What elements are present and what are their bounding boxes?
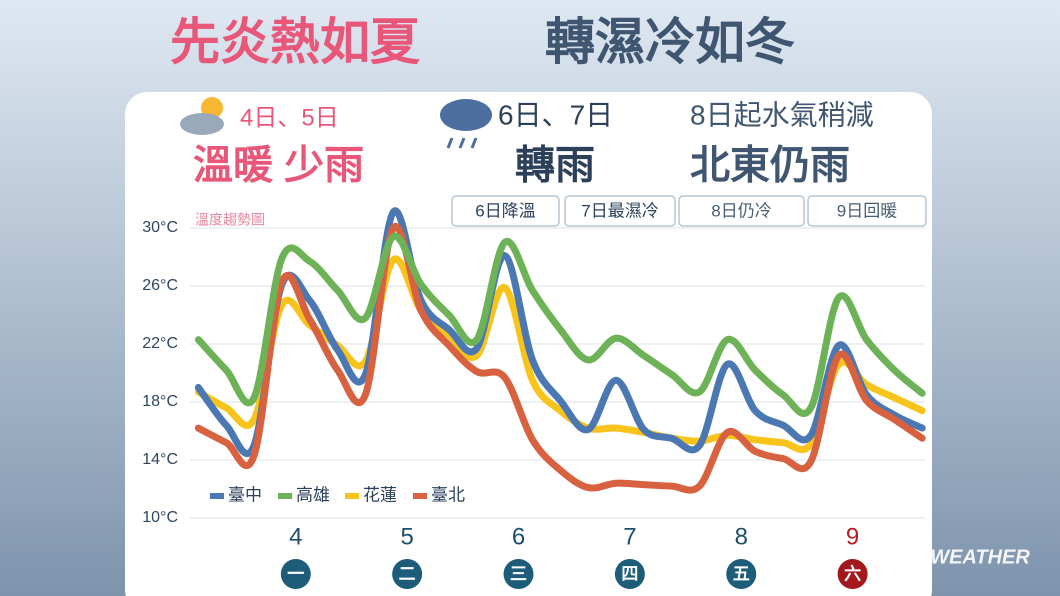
weekday-circle — [726, 559, 757, 589]
rain-icon — [440, 99, 492, 149]
y-tick-label: 30°C — [142, 219, 178, 236]
weekday-label: 四 — [621, 564, 638, 583]
panel-date: 8日起水氣稍減 — [690, 99, 874, 130]
weekday-circle — [614, 559, 645, 589]
weekday-circle — [503, 559, 534, 589]
weekday-label: 一 — [287, 564, 304, 583]
y-tick-label: 26°C — [142, 277, 178, 294]
y-tick-label: 22°C — [142, 335, 178, 352]
weekday-label: 六 — [844, 563, 861, 583]
title-cold: 轉濕冷如冬 — [545, 14, 795, 70]
x-tick-label: 4 — [289, 523, 302, 550]
legend-swatch — [345, 493, 359, 499]
panel-date: 6日、7日 — [498, 99, 613, 130]
series-line — [194, 207, 926, 458]
weekday-circle — [392, 559, 423, 589]
x-tick-label: 6 — [512, 523, 525, 550]
note-box — [451, 195, 560, 227]
note-box — [678, 195, 805, 227]
series-line — [194, 232, 926, 417]
weekday-label: 二 — [399, 564, 416, 583]
sun-cloud-icon — [180, 97, 224, 135]
legend-swatch — [210, 493, 224, 499]
y-tick-label: 10°C — [142, 509, 178, 526]
panel-summary: 轉雨 — [515, 144, 595, 188]
x-tick-label: 7 — [623, 523, 636, 550]
x-tick-label: 9 — [846, 523, 859, 550]
note-text: 6日降溫 — [475, 201, 535, 220]
panel-summary: 北東仍雨 — [690, 144, 850, 188]
legend-label: 臺北 — [431, 485, 465, 504]
y-tick-label: 14°C — [142, 451, 178, 468]
weekday-label: 三 — [510, 564, 527, 583]
title-warm: 先炎熱如夏 — [170, 14, 421, 70]
note-box — [807, 195, 927, 227]
series-line — [194, 222, 926, 494]
note-text: 8日仍冷 — [711, 201, 771, 220]
legend-label: 臺中 — [228, 485, 262, 504]
legend-label: 花蓮 — [363, 485, 397, 504]
panel-date: 4日、5日 — [240, 104, 339, 131]
chart-title: 溫度趨勢圖 — [195, 212, 265, 228]
weekday-circle — [280, 559, 311, 589]
y-tick-label: 18°C — [142, 393, 178, 410]
legend-swatch — [278, 493, 292, 499]
note-box — [564, 195, 676, 227]
x-tick-label: 8 — [735, 523, 748, 550]
note-text: 9日回暖 — [837, 201, 897, 220]
legend-swatch — [413, 493, 427, 499]
x-tick-label: 5 — [400, 523, 413, 550]
weekday-label: 五 — [733, 564, 750, 583]
panel-summary: 溫暖 少雨 — [193, 144, 364, 188]
note-text: 7日最濕冷 — [581, 201, 658, 220]
weekday-circle — [837, 559, 868, 589]
watermark: WEATHER — [930, 546, 1030, 568]
legend-label: 高雄 — [296, 485, 330, 504]
